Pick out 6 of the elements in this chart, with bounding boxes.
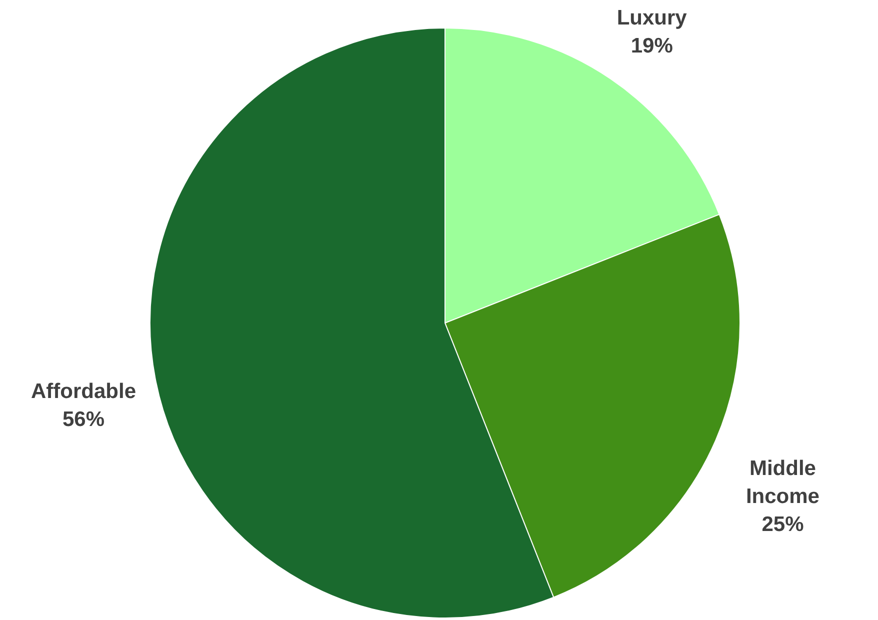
- slice-label: Luxury: [616, 6, 688, 30]
- data-label: 25%: [762, 513, 804, 536]
- data-label: 19%: [630, 34, 674, 58]
- data-label: 56%: [62, 408, 105, 431]
- slice-label: Middle Income: [746, 457, 820, 508]
- slice-label: Affordable: [31, 380, 136, 403]
